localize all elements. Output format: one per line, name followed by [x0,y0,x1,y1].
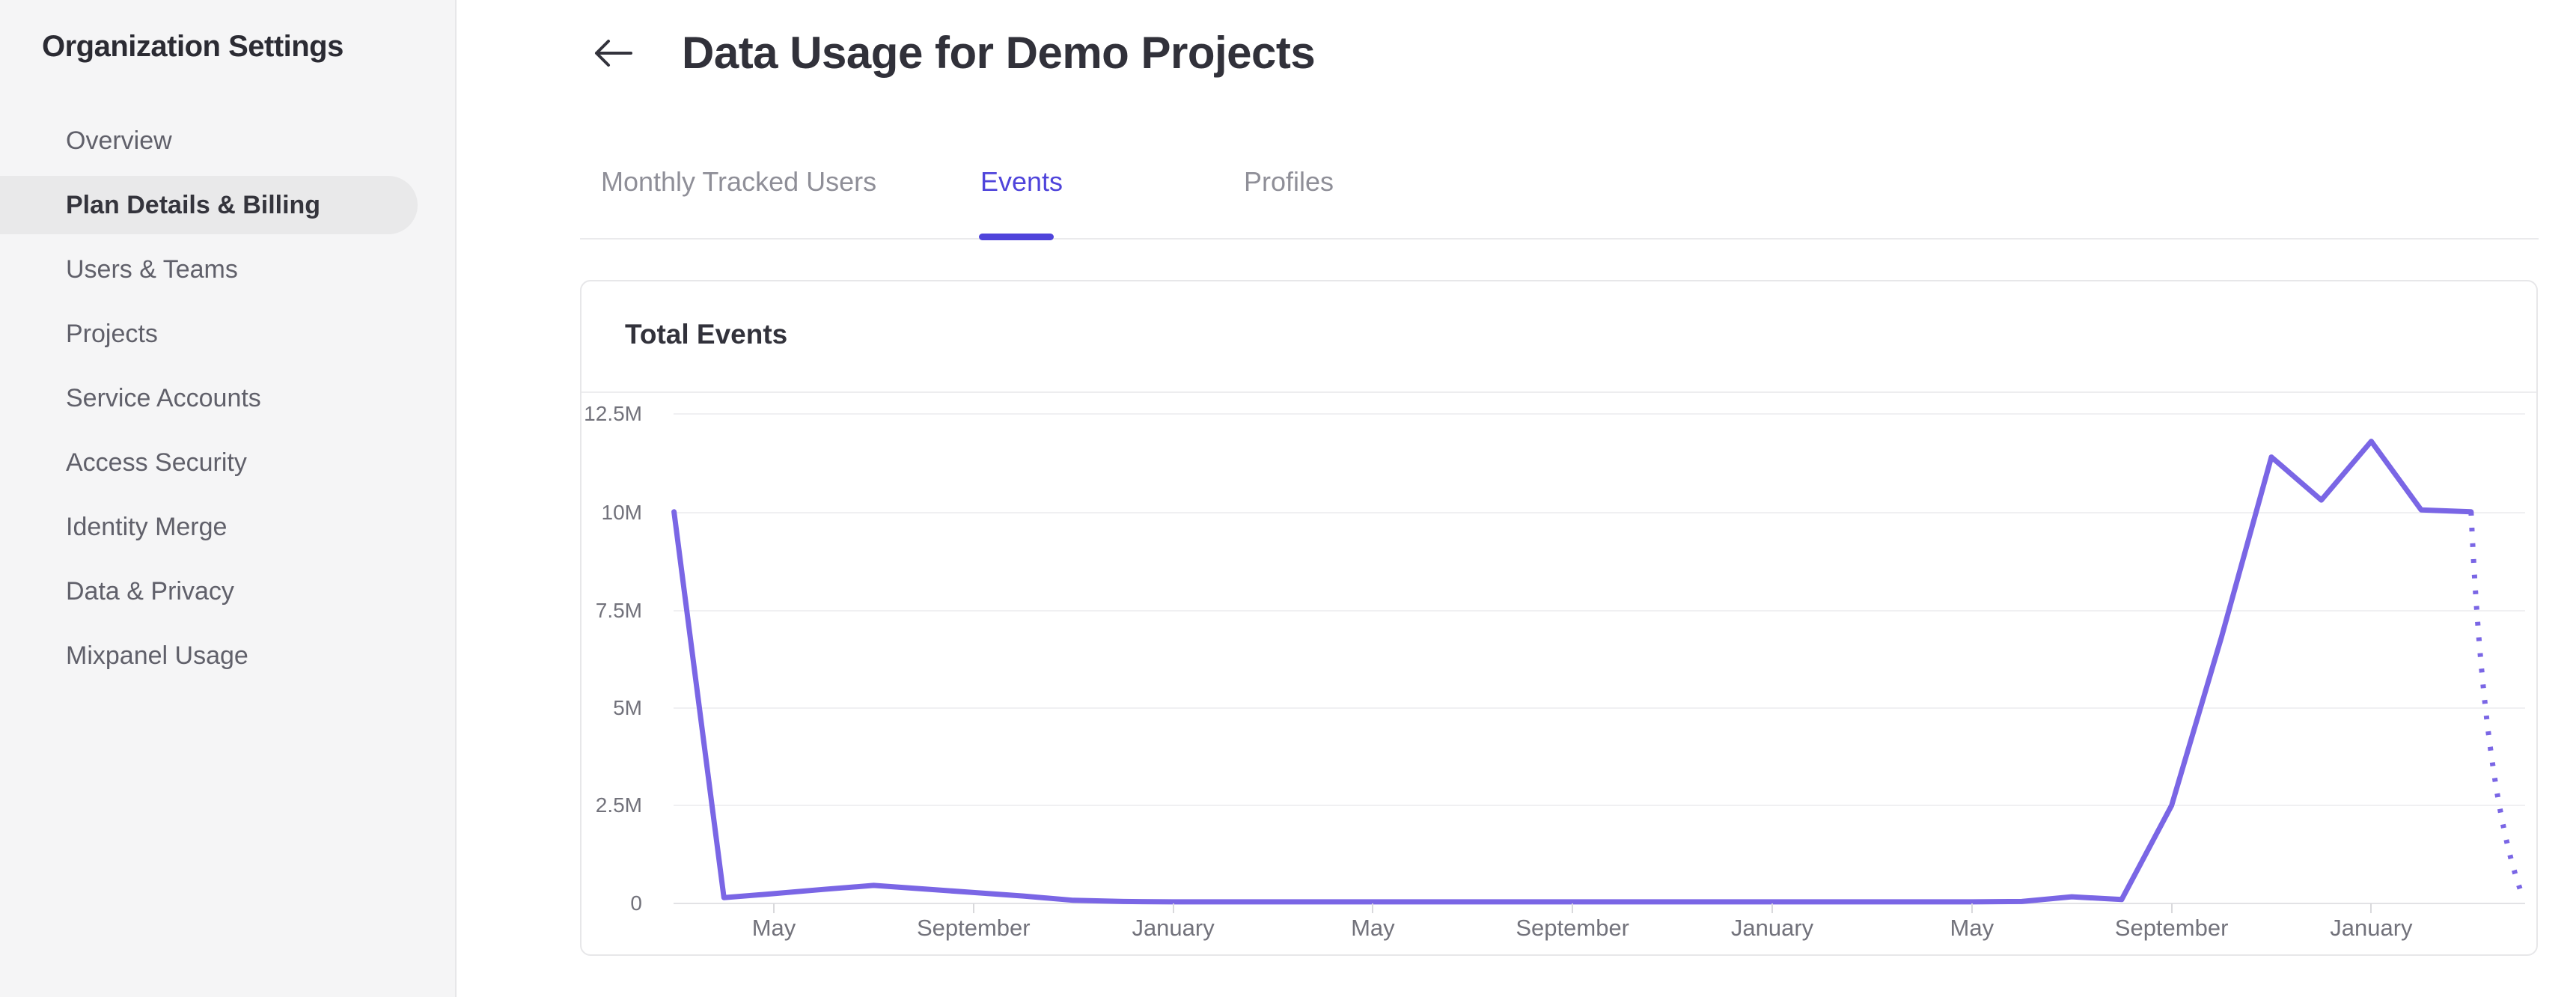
sidebar-item-identity-merge[interactable]: Identity Merge [66,512,228,541]
y-axis-tick-label: 12.5M [584,402,642,425]
y-axis-tick-label: 10M [601,501,642,524]
y-axis-tick-label: 5M [613,696,642,719]
x-axis-tick-label: January [2330,915,2413,941]
sidebar-item-service-accounts[interactable]: Service Accounts [66,383,261,412]
back-button[interactable] [592,35,634,71]
x-axis-tick-label: May [1950,915,1994,941]
sidebar-item-users-teams[interactable]: Users & Teams [66,254,238,284]
x-axis-tick-label: January [1132,915,1215,941]
x-axis-tick [1971,903,1973,913]
tab-events[interactable]: Events [980,166,1063,197]
sidebar: Organization Settings Overview Plan Deta… [0,0,457,997]
sidebar-nav: Overview Plan Details & Billing Users & … [0,109,455,688]
sidebar-item-overview[interactable]: Overview [66,126,172,155]
x-axis-tick [1372,903,1374,913]
x-axis-tick [1172,903,1174,913]
x-axis-tick-label: September [916,915,1031,941]
gridline [674,610,2525,612]
gridline [674,707,2525,709]
sidebar-item-data-privacy[interactable]: Data & Privacy [66,576,234,606]
x-axis-tick-label: May [1351,915,1395,941]
x-axis-tick-label: January [1730,915,1814,941]
chart-title: Total Events [625,319,788,350]
gridline [674,413,2525,415]
x-axis-tick-label: September [1516,915,1630,941]
tab-monthly-tracked-users[interactable]: Monthly Tracked Users [601,166,877,197]
x-axis-tick [1572,903,1574,913]
events-series-line [671,439,2474,905]
sidebar-item-projects[interactable]: Projects [66,319,158,348]
x-axis-tick [2370,903,2372,913]
active-tab-indicator [979,234,1054,240]
x-axis-tick-label: May [751,915,796,941]
events-line-chart[interactable] [645,391,2546,915]
x-axis-tick [1771,903,1773,913]
x-axis-tick [972,903,974,913]
page-title: Data Usage for Demo Projects [682,28,1316,78]
arrow-left-icon [595,40,632,67]
gridline [674,805,2525,806]
tabs-divider [580,238,2539,240]
x-axis-tick [773,903,775,913]
sidebar-title: Organization Settings [42,30,344,63]
tab-profiles[interactable]: Profiles [1244,166,1334,197]
y-axis-tick-label: 2.5M [595,793,642,817]
sidebar-item-access-security[interactable]: Access Security [66,448,247,477]
gridline [674,512,2525,513]
sidebar-item-plan-details-billing[interactable]: Plan Details & Billing [0,173,455,237]
events-series-projection-dotted [2468,511,2524,893]
y-axis-tick-label: 0 [630,891,642,915]
card-divider [582,391,2536,393]
x-axis-tick-label: September [2114,915,2229,941]
sidebar-item-mixpanel-usage[interactable]: Mixpanel Usage [66,641,248,670]
x-axis-tick [2170,903,2173,913]
y-axis-tick-label: 7.5M [595,599,642,622]
total-events-card: Total Events 12.5M 10M 7.5M 5M 2.5M 0 Ma… [580,280,2538,956]
